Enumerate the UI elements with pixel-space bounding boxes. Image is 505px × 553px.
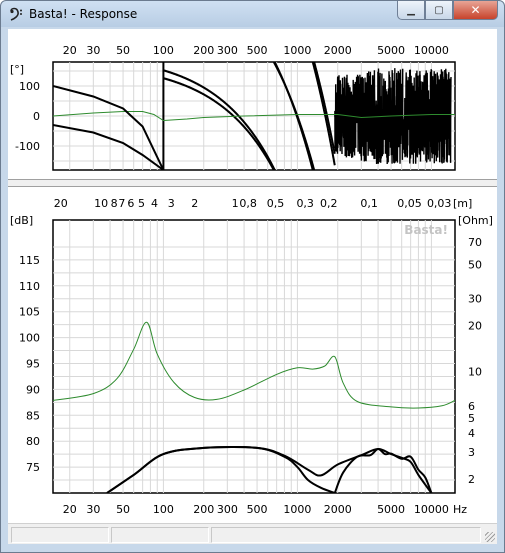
mag-y-tick: 75 <box>26 461 40 474</box>
phase-series-0 <box>53 111 455 122</box>
close-icon: ✕ <box>470 3 481 17</box>
mag-traces <box>53 321 455 493</box>
phase-x-tick: 500 <box>247 44 268 57</box>
mag-x-tick: 10000 <box>414 503 449 516</box>
ohm-tick: 20 <box>468 320 482 333</box>
phase-x-tick: 20 <box>63 44 77 57</box>
wavelength-tick: 7 <box>118 197 125 210</box>
phase-y-tick: 0 <box>33 110 40 123</box>
phase-x-tick: 200 <box>193 44 214 57</box>
wavelength-tick: 8 <box>111 197 118 210</box>
close-button[interactable]: ✕ <box>453 1 498 20</box>
mag-y-tick: 90 <box>26 383 40 396</box>
wavelength-tick: 6 <box>127 197 134 210</box>
spl-curve-3 <box>333 448 433 493</box>
wavelength-tick: 0,1 <box>360 197 378 210</box>
ohm-tick: 10 <box>468 366 482 379</box>
maximize-icon: ▢ <box>434 4 444 16</box>
magnitude-chart: 20 30 50 100 200 300 500 1000 2000 5000 10000 Hz758… <box>10 197 493 516</box>
wavelength-tick: 0,3 <box>296 197 314 210</box>
wavelength-tick: 0,03 <box>427 197 452 210</box>
mag-x-tick: 2000 <box>324 503 352 516</box>
wavelength-unit: [m] <box>453 197 472 210</box>
wavelength-tick: 10 <box>94 197 108 210</box>
mag-x-tick: 50 <box>116 503 130 516</box>
mag-x-tick: 5000 <box>377 503 405 516</box>
status-cell-2 <box>111 527 209 543</box>
wavelength-tick: 1 <box>232 197 239 210</box>
wavelength-tick: 3 <box>168 197 175 210</box>
ohm-tick: 3 <box>468 446 475 459</box>
mag-y-tick: 80 <box>26 435 40 448</box>
mag-x-tick: 300 <box>217 503 238 516</box>
wavelength-tick: 0,05 <box>397 197 422 210</box>
mag-y-unit: [dB] <box>10 214 33 227</box>
wavelength-tick: 0,2 <box>320 197 338 210</box>
mag-x-unit: Hz <box>453 503 467 516</box>
mag-x-tick: 500 <box>247 503 268 516</box>
phase-y-unit: [°] <box>10 63 24 76</box>
mag-x-tick: 20 <box>63 503 77 516</box>
mag-y-tick: 110 <box>19 280 40 293</box>
mag-y-tick: 95 <box>26 358 40 371</box>
phase-y-tick: -100 <box>15 140 40 153</box>
phase-trace-wrapped-2 <box>163 62 336 170</box>
minimize-icon: ▁ <box>407 4 415 16</box>
ohm-tick: 70 <box>468 236 482 249</box>
minimize-button[interactable]: ▁ <box>397 1 425 20</box>
mag-y-tick: 85 <box>26 409 40 422</box>
phase-x-tick: 100 <box>153 44 174 57</box>
mag-y-tick: 105 <box>19 306 40 319</box>
maximize-button[interactable]: ▢ <box>425 1 453 20</box>
phase-x-tick: 5000 <box>377 44 405 57</box>
phase-chart: 20 30 50 100 200 300 500 1000 2000 5000 100001000-… <box>10 44 456 171</box>
ohm-tick: 2 <box>468 473 475 486</box>
phase-x-tick: 1000 <box>283 44 311 57</box>
wavelength-tick: 20 <box>54 197 68 210</box>
wavelength-tick: 4 <box>151 197 158 210</box>
phase-x-tick: 300 <box>217 44 238 57</box>
ohm-tick: 6 <box>468 400 475 413</box>
phase-x-tick: 50 <box>116 44 130 57</box>
status-cell-1 <box>11 527 109 543</box>
phase-trace-hf <box>334 68 452 165</box>
phase-x-tick: 2000 <box>324 44 352 57</box>
phase-x-tick: 10000 <box>414 44 449 57</box>
ohm-tick: 50 <box>468 258 482 271</box>
ohm-tick: 4 <box>468 427 475 440</box>
mag-x-tick: 200 <box>193 503 214 516</box>
window-title: Basta! - Response <box>29 7 138 21</box>
phase-x-tick: 30 <box>86 44 100 57</box>
phase-y-tick: 100 <box>19 80 40 93</box>
mag-x-tick: 100 <box>153 503 174 516</box>
ohm-tick: 30 <box>468 292 482 305</box>
spl-curve-2 <box>106 446 336 493</box>
mag-y-tick: 100 <box>19 332 40 345</box>
mag-y-tick: 115 <box>19 254 40 267</box>
wavelength-tick: 5 <box>138 197 145 210</box>
mag-x-tick: 30 <box>86 503 100 516</box>
title-bar[interactable]: Basta! - Response ▁ ▢ ✕ <box>1 1 504 29</box>
wavelength-tick: 0,5 <box>267 197 285 210</box>
resize-grip[interactable] <box>485 532 495 542</box>
phase-series-1 <box>53 85 165 170</box>
chart-area: 20 30 50 100 200 300 500 1000 2000 5000 10000 100 0-… <box>8 29 497 543</box>
ohm-tick: 5 <box>468 412 475 425</box>
phase-traces <box>53 62 455 170</box>
phase-series-2 <box>53 124 164 170</box>
basta-watermark: Basta! <box>404 223 448 237</box>
status-cell-3 <box>211 527 481 543</box>
mag-x-tick: 1000 <box>283 503 311 516</box>
ohm-unit: [Ohm] <box>458 214 493 227</box>
bass-clef-icon <box>10 7 22 21</box>
pane-splitter[interactable] <box>8 179 497 187</box>
impedance-curve <box>53 321 455 409</box>
mag-plot-frame <box>52 219 456 494</box>
wavelength-tick: 0,8 <box>239 197 257 210</box>
status-bar <box>8 523 497 544</box>
wavelength-tick: 2 <box>191 197 198 210</box>
